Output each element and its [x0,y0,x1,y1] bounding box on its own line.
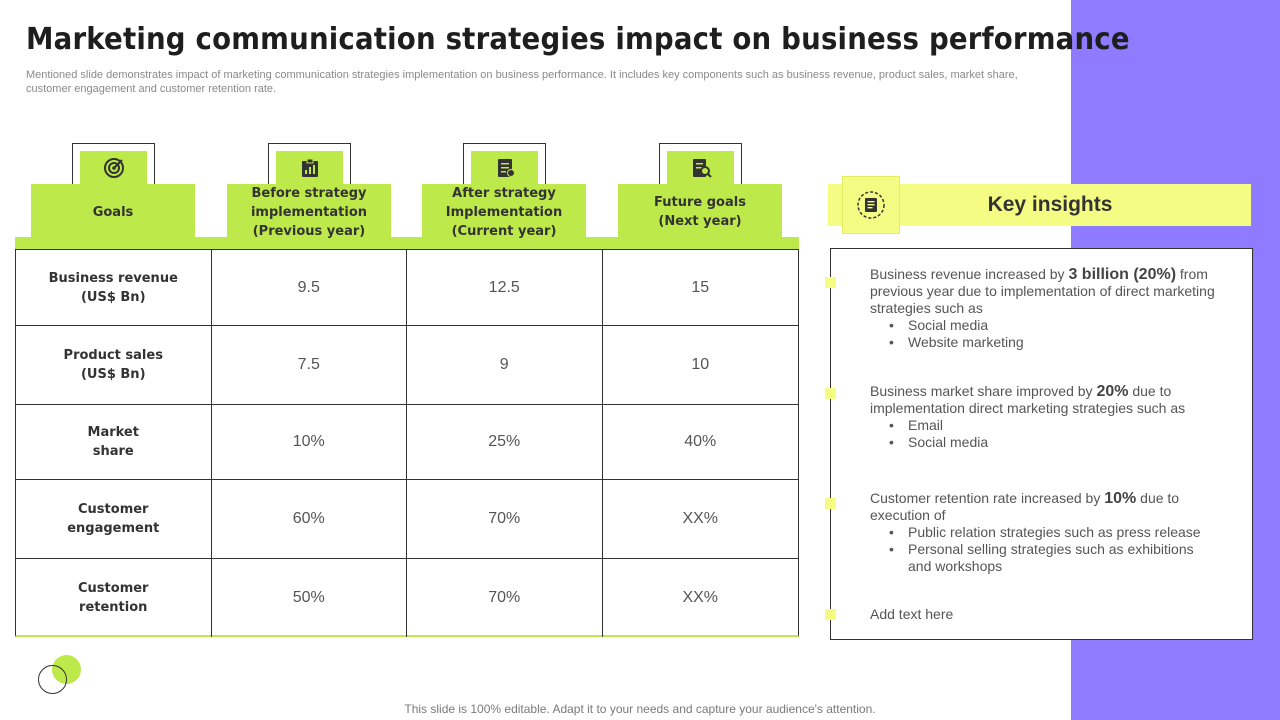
insight-text: Add text here [870,606,954,622]
table-cell: 40% [684,433,717,450]
table-cell: 70% [407,559,603,637]
insight-text: Business market share improved by [870,383,1097,399]
insight-bullet: Email [889,417,1220,434]
insight-highlight: 10% [1104,490,1137,507]
table-row: Business revenue (US$ Bn) 9.5 12.5 15 [16,250,798,326]
table-cell: 25% [407,405,603,479]
insight-bullet: Social media [889,434,1220,451]
insight-text: from previous year due to implementation… [870,266,1215,316]
column-header-after: After strategy Implementation (Current y… [422,184,586,240]
column-header-future: Future goals (Next year) [618,184,782,240]
insight-bullet: Public relation strategies such as press… [889,524,1220,541]
row-label: Customer engagement [16,480,212,558]
table-row: Customer retention 50% 70% XX% [16,559,798,637]
row-label: Business revenue (US$ Bn) [16,250,212,325]
key-insights-title: Key insights [987,193,1113,216]
row-label: Customer retention [16,559,212,637]
table-cell: 50% [212,559,407,637]
insight-bullet: Website marketing [889,334,1220,351]
checklist-icon [471,151,538,185]
decorative-ring [38,665,67,694]
table-row: Customer engagement 60% 70% XX% [16,480,798,559]
performance-table: Business revenue (US$ Bn) 9.5 12.5 15 Pr… [15,249,799,637]
table-cell: XX% [682,510,719,527]
table-cell: 12.5 [407,250,603,325]
table-cell: XX% [682,589,719,606]
insight-text: due to implementation direct marketing s… [870,383,1186,416]
target-icon [80,151,147,185]
row-label: Market share [16,405,212,479]
table-cell: 60% [212,480,407,558]
table-cell: 9 [407,326,603,404]
insight-item: Customer retention rate increased by 10%… [870,490,1220,575]
clipboard-chart-icon [276,151,343,185]
insight-marker [825,498,836,509]
insight-text: due to execution of [870,490,1180,523]
insight-text: Customer retention rate increased by [870,490,1105,506]
table-cell: 7.5 [212,326,407,404]
insight-item: Business revenue increased by 3 billion … [870,266,1220,351]
insight-item: Business market share improved by 20% du… [870,383,1220,451]
insight-marker [825,277,836,288]
header-strip [15,237,799,249]
page-subtitle: Mentioned slide demonstrates impact of m… [26,69,1018,95]
footer-note: This slide is 100% editable. Adapt it to… [404,702,876,716]
table-cell: 10 [691,356,710,373]
insight-highlight: 20% [1096,383,1129,400]
column-header-goals: Goals [31,184,195,240]
insight-item: Add text here [870,606,1220,623]
insight-text: Business revenue increased by [870,266,1069,282]
insight-marker [825,609,836,620]
table-cell: 9.5 [212,250,407,325]
table-cell: 10% [212,405,407,479]
table-row: Product sales (US$ Bn) 7.5 9 10 [16,326,798,405]
column-header-before: Before strategy implementation (Previous… [227,184,391,240]
insight-bullet: Personal selling strategies such as exhi… [889,541,1220,575]
report-search-icon [667,151,734,185]
page-title: Marketing communication strategies impac… [26,22,1130,57]
insight-highlight: 3 billion (20%) [1068,266,1177,283]
document-icon [842,176,900,234]
table-cell: 70% [407,480,603,558]
table-row: Market share 10% 25% 40% [16,405,798,480]
insight-bullet: Social media [889,317,1220,334]
row-label: Product sales (US$ Bn) [16,326,212,404]
table-cell: 15 [691,278,710,296]
insight-marker [825,388,836,399]
